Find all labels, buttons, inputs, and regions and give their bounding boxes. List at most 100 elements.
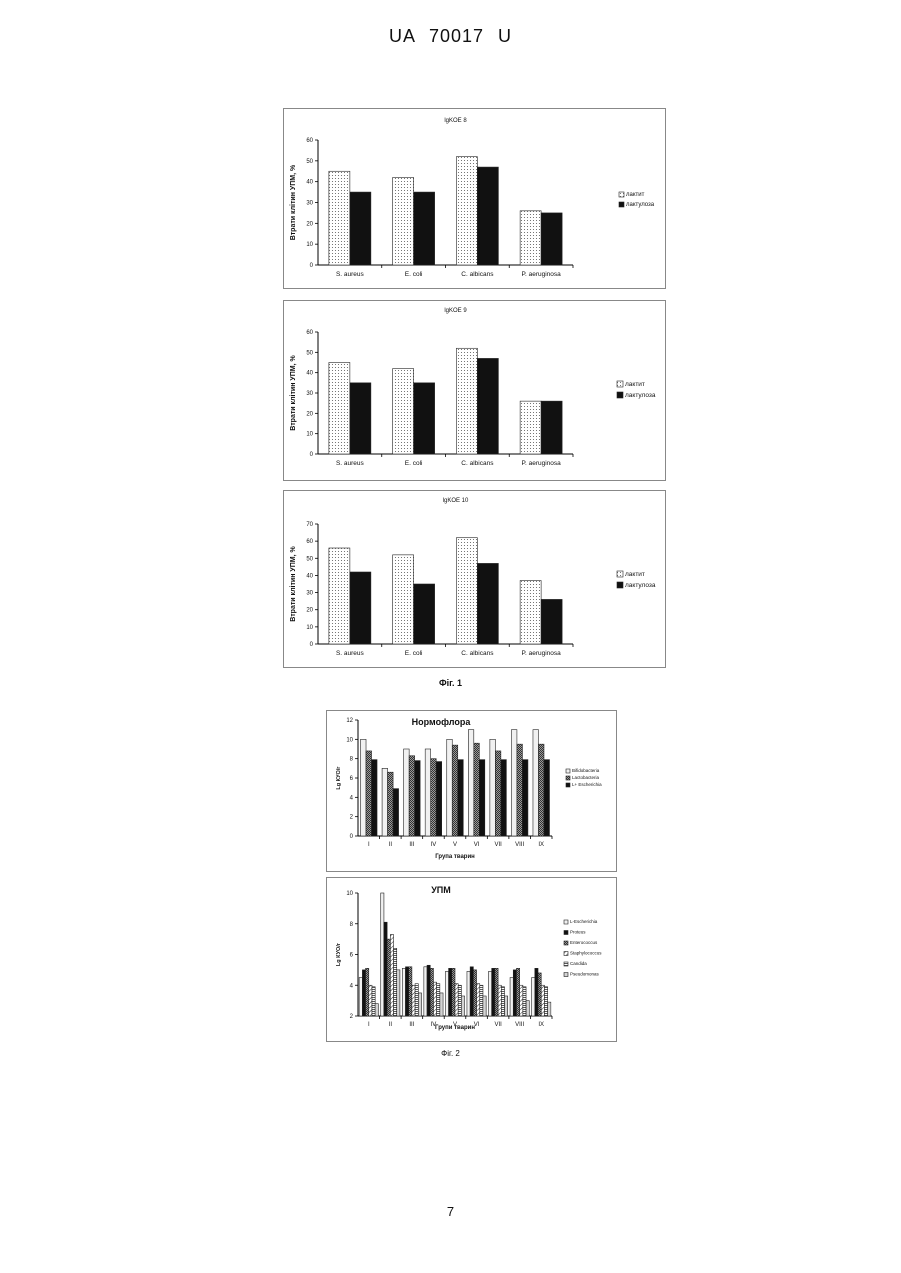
bar [452, 745, 458, 836]
bar [477, 358, 498, 454]
legend-label: лактит [626, 192, 645, 198]
bar [397, 970, 400, 1016]
chart-svg: Нормофлора024681012Lg КУО/гIIIIIIIVVVIVI… [326, 710, 617, 872]
legend-swatch [564, 931, 568, 935]
bar [414, 192, 435, 265]
legend-label: Lactobacteria [572, 775, 600, 780]
y-tick-label: 10 [306, 625, 313, 631]
legend-label: лактит [625, 571, 645, 578]
legend-label: Enterococcus [570, 940, 598, 945]
y-axis-label: Втрати клітин УПМ, % [289, 354, 297, 430]
bar [474, 743, 480, 836]
bar [414, 584, 435, 644]
bar [522, 760, 528, 836]
y-tick-label: 30 [306, 201, 313, 207]
legend-label: лактит [625, 381, 645, 388]
x-tick-label: VIII [515, 1022, 524, 1028]
bar [394, 948, 397, 1016]
bar [511, 730, 517, 836]
bar [520, 401, 541, 454]
legend-swatch [566, 776, 570, 780]
y-axis-label: Втрати клітин УПМ, % [289, 545, 297, 621]
x-tick-label: C. albicans [461, 650, 494, 657]
bar [390, 935, 393, 1016]
bar [414, 383, 435, 454]
bar [473, 970, 476, 1016]
legend-label: L+ Escherichia [572, 782, 602, 787]
bar [505, 996, 508, 1016]
bar [520, 581, 541, 644]
chart-svg: lgKOE 90102030405060Втрати клітин УПМ, %… [283, 300, 666, 481]
bar [329, 171, 350, 265]
y-tick-label: 50 [306, 350, 313, 356]
y-tick-label: 60 [306, 330, 313, 336]
x-tick-label: S. aureus [336, 650, 365, 657]
bar [329, 548, 350, 644]
bar [350, 572, 371, 644]
legend-swatch [566, 769, 570, 773]
bar [498, 985, 501, 1016]
bar [516, 968, 519, 1016]
bar [492, 968, 495, 1016]
bar [456, 157, 477, 265]
y-tick-label: 60 [306, 539, 313, 545]
bar [517, 744, 523, 836]
legend-label: Candida [570, 961, 587, 966]
chart-title: lgKOE 9 [444, 308, 467, 314]
chart-svg: lgKOE 80102030405060Втрати клітин УПМ, %… [283, 108, 666, 289]
legend-swatch [617, 571, 623, 577]
bar [533, 730, 539, 836]
legend-label: лактулоза [626, 202, 655, 208]
legend-label: Bifidobacteria [572, 768, 600, 773]
bar [437, 984, 440, 1016]
bar [468, 730, 474, 836]
bar [456, 348, 477, 454]
x-tick-label: V [453, 842, 457, 848]
bar [456, 538, 477, 644]
bar [548, 1002, 551, 1016]
legend-swatch [564, 941, 568, 945]
y-tick-label: 20 [306, 221, 313, 227]
bar [430, 968, 433, 1016]
legend-swatch [564, 962, 568, 966]
bar [388, 772, 393, 836]
bar [513, 970, 516, 1016]
y-tick-label: 10 [346, 737, 353, 743]
bar [415, 984, 418, 1016]
x-tick-label: VI [474, 842, 480, 848]
bar [535, 968, 538, 1016]
bar [393, 369, 414, 454]
legend-swatch [564, 973, 568, 977]
y-tick-label: 70 [306, 522, 313, 528]
patent-header: UA 70017 U [0, 26, 901, 47]
x-tick-label: II [389, 1022, 393, 1028]
bar [424, 967, 427, 1016]
bar [520, 211, 541, 265]
legend-label: L-Escherichia [570, 919, 598, 924]
x-tick-label: C. albicans [461, 271, 494, 278]
bar [458, 760, 464, 836]
x-tick-label: E. coli [405, 650, 423, 657]
x-tick-label: IX [538, 842, 544, 848]
x-tick-label: C. albicans [461, 460, 494, 467]
chart-upm: УПМ246810Lg КУО/гIIIIIIIVVVIVIIVIIIIXГру… [326, 877, 617, 1042]
chart-lgkoe9: lgKOE 90102030405060Втрати клітин УПМ, %… [283, 300, 666, 481]
x-axis-label: Групи тварин [435, 1025, 475, 1031]
bar [350, 383, 371, 454]
bar [404, 749, 410, 836]
legend-label: Staphylococcus [570, 951, 602, 956]
y-axis-label: Lg КУО/г [336, 766, 342, 790]
bar [452, 968, 455, 1016]
y-tick-label: 40 [306, 573, 313, 579]
bar [461, 996, 464, 1016]
bar [501, 987, 504, 1016]
chart-normoflora: Нормофлора024681012Lg КУО/гIIIIIIIVVVIVI… [326, 710, 617, 872]
legend-swatch [566, 783, 570, 787]
bar [483, 996, 486, 1016]
y-tick-label: 50 [306, 159, 313, 165]
x-tick-label: S. aureus [336, 271, 365, 278]
y-tick-label: 10 [346, 891, 353, 897]
y-tick-label: 30 [306, 591, 313, 597]
bar [495, 751, 501, 836]
bar [366, 968, 369, 1016]
